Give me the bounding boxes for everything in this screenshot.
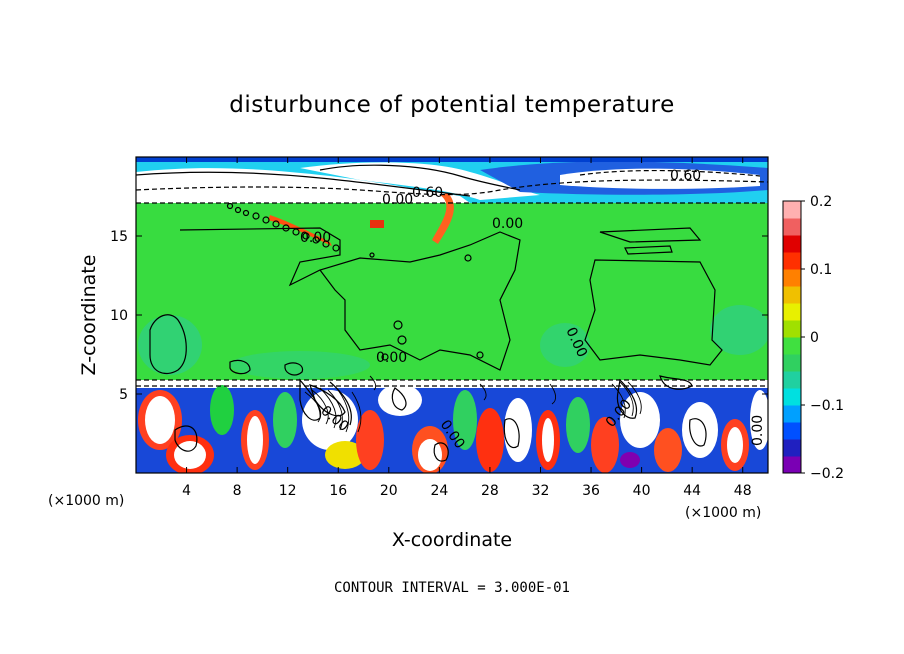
- field-band-mid: [136, 205, 768, 380]
- chart-title: disturbunce of potential temperature: [229, 92, 675, 118]
- colorbar-swatch: [783, 422, 801, 440]
- colorbar-swatch: [783, 320, 801, 338]
- colorbar-swatch: [783, 235, 801, 253]
- y-tick-label: 15: [110, 229, 128, 245]
- x-axis-title: X-coordinate: [392, 529, 512, 551]
- x-tick-label: 28: [481, 483, 499, 499]
- upper-layer-white-3: [560, 168, 760, 189]
- colorbar-swatch: [783, 439, 801, 457]
- x-unit-left: (×1000 m): [48, 493, 124, 509]
- colorbar-swatch: [783, 286, 801, 304]
- field-patch: [138, 315, 202, 375]
- x-tick-label: 12: [279, 483, 297, 499]
- x-tick-label: 24: [430, 483, 448, 499]
- contour-label: 0.00: [376, 350, 407, 366]
- upper-layer-white: [136, 168, 470, 203]
- colorbar-swatch: [783, 269, 801, 287]
- colorbar-swatch: [783, 456, 801, 474]
- lower-cells: [138, 384, 768, 473]
- y-tick-label: 5: [119, 387, 128, 403]
- colorbar-swatch: [783, 252, 801, 270]
- colorbar-swatch: [783, 303, 801, 321]
- contour-label: 0.00: [492, 216, 523, 232]
- colorbar-tick-label: 0.1: [810, 262, 832, 278]
- colorbar-swatch: [783, 337, 801, 355]
- contour-label: 0.00: [382, 192, 413, 208]
- upper-layer-white-2: [300, 162, 540, 200]
- contour-interval-note: CONTOUR INTERVAL = 3.000E-01: [334, 580, 570, 596]
- y-axis: 5 10 15: [110, 229, 768, 403]
- colorbar-swatch: [783, 354, 801, 372]
- upper-red-spot: [370, 220, 384, 228]
- x-axis: 4 8 12 16 20 24 28 32 36 40 44 48: [182, 157, 752, 499]
- plot-area: [136, 157, 768, 473]
- colorbar-tick-label: −0.2: [810, 466, 844, 482]
- y-axis-title: Z-coordinate: [78, 255, 100, 376]
- colorbar-tick-label: −0.1: [810, 398, 844, 414]
- colorbar-ticks: 0.2 0.1 0 −0.1 −0.2: [801, 194, 844, 482]
- contour-label: 0.00: [750, 415, 766, 446]
- x-tick-label: 32: [532, 483, 550, 499]
- contour-lines-dense: [304, 375, 642, 433]
- colorbar-swatch: [783, 405, 801, 423]
- x-unit-right: (×1000 m): [685, 505, 761, 521]
- colorbar-swatch: [783, 201, 801, 219]
- contour-label: 0.60: [412, 185, 443, 201]
- lower-layer-top: [136, 380, 768, 388]
- field-patch: [710, 305, 768, 355]
- colorbar-swatch: [783, 388, 801, 406]
- colorbar-swatch: [783, 371, 801, 389]
- colorbar-swatch: [783, 218, 801, 236]
- upper-red-streak-2: [268, 215, 332, 246]
- contour-label: 0.60: [670, 168, 701, 184]
- x-tick-label: 48: [734, 483, 752, 499]
- contour-lines: [136, 164, 768, 462]
- colorbar: [783, 201, 801, 474]
- x-tick-label: 36: [582, 483, 600, 499]
- field-patch: [540, 323, 590, 367]
- x-tick-label: 8: [233, 483, 242, 499]
- y-tick-label: 10: [110, 308, 128, 324]
- x-tick-label: 40: [633, 483, 651, 499]
- colorbar-tick-label: 0.2: [810, 194, 832, 210]
- colorbar-tick-label: 0: [810, 330, 819, 346]
- upper-layer-edge: [136, 157, 768, 162]
- upper-red-streak: [432, 193, 454, 244]
- contour-label: 0.00: [300, 230, 331, 246]
- x-tick-label: 20: [380, 483, 398, 499]
- x-tick-label: 16: [329, 483, 347, 499]
- x-tick-label: 4: [182, 483, 191, 499]
- x-tick-label: 44: [683, 483, 701, 499]
